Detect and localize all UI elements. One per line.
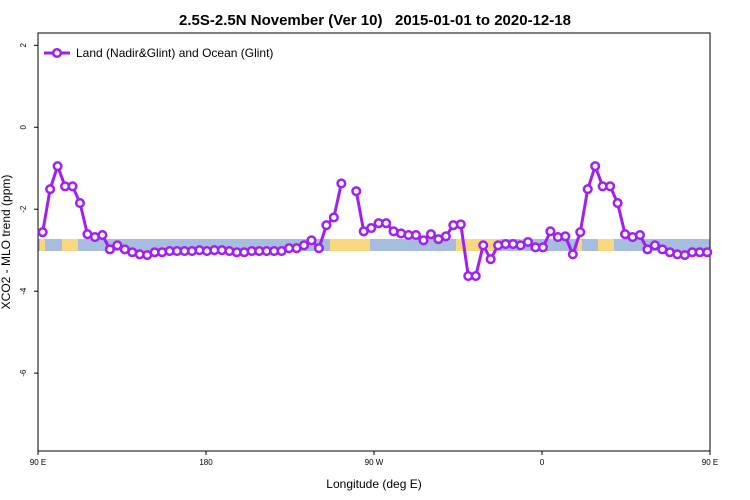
legend-marker — [51, 47, 63, 59]
data-point — [560, 231, 571, 242]
data-point — [582, 184, 593, 195]
y-tick-label: 0 — [19, 124, 28, 129]
data-point — [52, 161, 63, 172]
x-axis-label: Longitude (deg E) — [326, 477, 421, 491]
y-axis-label: XCO2 - MLO trend (ppm) — [0, 175, 13, 310]
data-point — [366, 223, 377, 234]
data-point — [537, 242, 548, 253]
data-point — [425, 229, 436, 240]
data-point — [418, 235, 429, 246]
x-tick-label: 90 W — [365, 458, 384, 467]
data-point — [298, 240, 310, 251]
data-point — [410, 229, 422, 241]
legend-label: Land (Nadir&Glint) and Ocean (Glint) — [76, 46, 273, 60]
data-point — [634, 229, 646, 241]
data-point — [649, 240, 660, 251]
data-point — [336, 178, 347, 189]
land-band — [40, 239, 45, 251]
data-point — [485, 254, 496, 265]
data-point — [567, 249, 578, 260]
data-point — [605, 181, 616, 192]
land-band — [456, 239, 500, 251]
chart-title: 2.5S-2.5N November (Ver 10) 2015-01-01 t… — [179, 12, 571, 29]
data-point — [74, 198, 86, 209]
data-point — [104, 244, 115, 255]
data-point — [440, 231, 451, 242]
land-band — [62, 239, 78, 251]
land-band — [598, 239, 614, 251]
land-ocean-strip — [38, 239, 710, 251]
data-point — [455, 219, 466, 230]
data-point — [112, 240, 123, 251]
legend: Land (Nadir&Glint) and Ocean (Glint) — [44, 46, 273, 60]
data-point — [575, 227, 586, 238]
x-tick-label: 180 — [199, 458, 213, 467]
data-point — [642, 244, 653, 255]
data-point — [306, 235, 317, 246]
data-point — [381, 218, 392, 229]
data-point — [321, 220, 332, 231]
land-band — [330, 239, 370, 251]
x-tick-label: 0 — [540, 458, 545, 467]
data-point — [328, 212, 339, 223]
land-band — [578, 239, 582, 251]
y-tick-label: 2 — [19, 43, 28, 48]
data-point — [351, 186, 362, 197]
data-point — [97, 229, 108, 241]
y-tick-label: -4 — [19, 287, 28, 295]
data-point — [702, 247, 713, 258]
y-tick-label: -6 — [19, 369, 28, 377]
data-point — [470, 270, 481, 282]
data-point — [522, 236, 534, 248]
y-tick-label: -2 — [19, 205, 28, 213]
data-point — [612, 198, 623, 209]
data-point — [67, 181, 78, 192]
data-point — [545, 226, 556, 237]
x-tick-label: 90 E — [30, 458, 46, 467]
data-point — [37, 227, 48, 238]
x-tick-label: 90 E — [702, 458, 718, 467]
data-point — [313, 243, 324, 254]
data-point — [45, 184, 56, 195]
data-point — [590, 161, 601, 172]
data-point — [478, 240, 489, 251]
